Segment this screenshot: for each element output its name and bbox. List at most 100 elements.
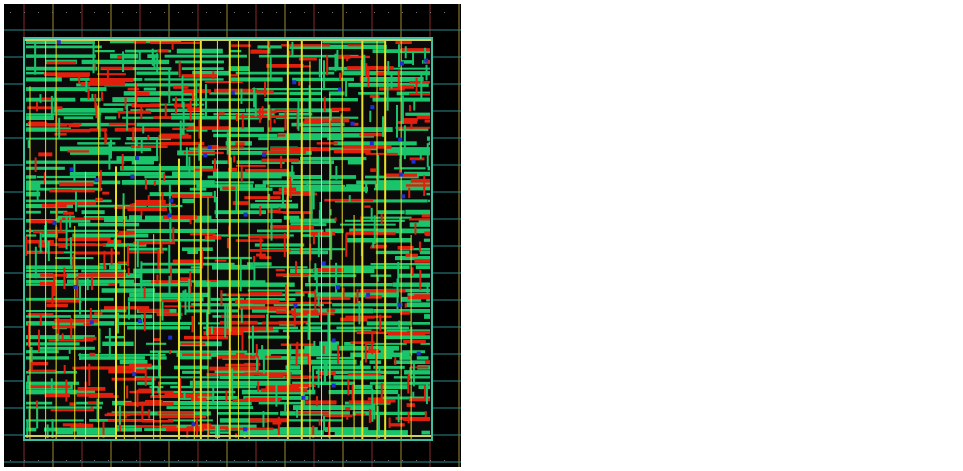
pad-dot: [150, 12, 151, 13]
pad-dot: [38, 12, 39, 13]
via: [138, 319, 143, 324]
pad-dot: [444, 12, 445, 13]
pad-dot: [416, 460, 417, 461]
pad-dot: [304, 460, 305, 461]
pad-dot: [276, 460, 277, 461]
via: [397, 302, 402, 307]
via: [416, 351, 421, 356]
via: [331, 338, 336, 343]
via: [424, 58, 429, 63]
via: [167, 213, 172, 218]
via: [331, 383, 336, 388]
pad-dot: [38, 460, 39, 461]
pad-dot: [248, 12, 249, 13]
via: [293, 303, 298, 308]
pad-dot: [430, 460, 431, 461]
pad-dot: [444, 460, 445, 461]
pad-dot: [402, 460, 403, 461]
via: [301, 395, 306, 400]
pad-dot: [52, 12, 53, 13]
via: [52, 220, 57, 225]
via: [401, 194, 406, 199]
pad-dot: [388, 12, 389, 13]
via: [130, 174, 135, 179]
via: [411, 159, 416, 164]
pad-dot: [234, 12, 235, 13]
via: [398, 172, 403, 177]
routing-wires: [24, 38, 432, 440]
pad-dot: [262, 460, 263, 461]
pad-dot: [94, 12, 95, 13]
pad-dot: [24, 12, 25, 13]
pad-dot: [164, 460, 165, 461]
via: [135, 156, 140, 161]
pad-dot: [150, 460, 151, 461]
pad-dot: [332, 12, 333, 13]
pad-dot: [80, 460, 81, 461]
via: [243, 427, 248, 432]
pad-dot: [248, 460, 249, 461]
via: [207, 145, 212, 150]
pad-dot: [276, 12, 277, 13]
via: [369, 141, 374, 146]
via: [203, 153, 208, 158]
pad-dot: [10, 12, 11, 13]
via: [335, 285, 340, 290]
via: [89, 320, 94, 325]
via: [94, 178, 99, 183]
pad-dot: [318, 12, 319, 13]
pad-dot: [164, 12, 165, 13]
via: [338, 87, 343, 92]
pad-dot: [416, 12, 417, 13]
pad-dot: [290, 460, 291, 461]
pad-dot: [136, 12, 137, 13]
via: [132, 372, 137, 377]
via: [169, 198, 174, 203]
pad-dot: [290, 12, 291, 13]
pad-dot: [262, 12, 263, 13]
via: [73, 284, 78, 289]
pad-dot: [52, 460, 53, 461]
via: [370, 105, 375, 110]
via: [243, 212, 248, 217]
pad-dot: [360, 460, 361, 461]
pad-dot: [220, 460, 221, 461]
pad-dot: [206, 460, 207, 461]
via: [366, 292, 371, 297]
pad-dot: [360, 12, 361, 13]
pad-dot: [220, 12, 221, 13]
pad-dot: [66, 12, 67, 13]
pad-dot: [402, 12, 403, 13]
via: [350, 121, 355, 126]
pad-dot: [10, 460, 11, 461]
via: [56, 40, 61, 45]
pad-dot: [24, 460, 25, 461]
pad-dot: [122, 460, 123, 461]
pad-dot: [66, 460, 67, 461]
via: [321, 261, 326, 266]
pad-dot: [108, 12, 109, 13]
pad-dot: [178, 12, 179, 13]
pad-dot: [234, 460, 235, 461]
pad-dot: [178, 460, 179, 461]
via: [262, 152, 267, 157]
pad-dot: [346, 12, 347, 13]
via: [191, 422, 196, 427]
pad-dot: [346, 460, 347, 461]
pad-dot: [136, 460, 137, 461]
pad-dot: [80, 12, 81, 13]
die-boundary: [23, 37, 433, 441]
pad-dot: [108, 460, 109, 461]
pad-dot: [332, 460, 333, 461]
pad-dot: [192, 12, 193, 13]
pad-dot: [430, 12, 431, 13]
pad-dot: [388, 460, 389, 461]
pad-dot: [122, 12, 123, 13]
via: [398, 137, 403, 142]
via: [168, 335, 173, 340]
pad-dot: [94, 460, 95, 461]
via: [230, 90, 235, 95]
pad-dot: [192, 460, 193, 461]
